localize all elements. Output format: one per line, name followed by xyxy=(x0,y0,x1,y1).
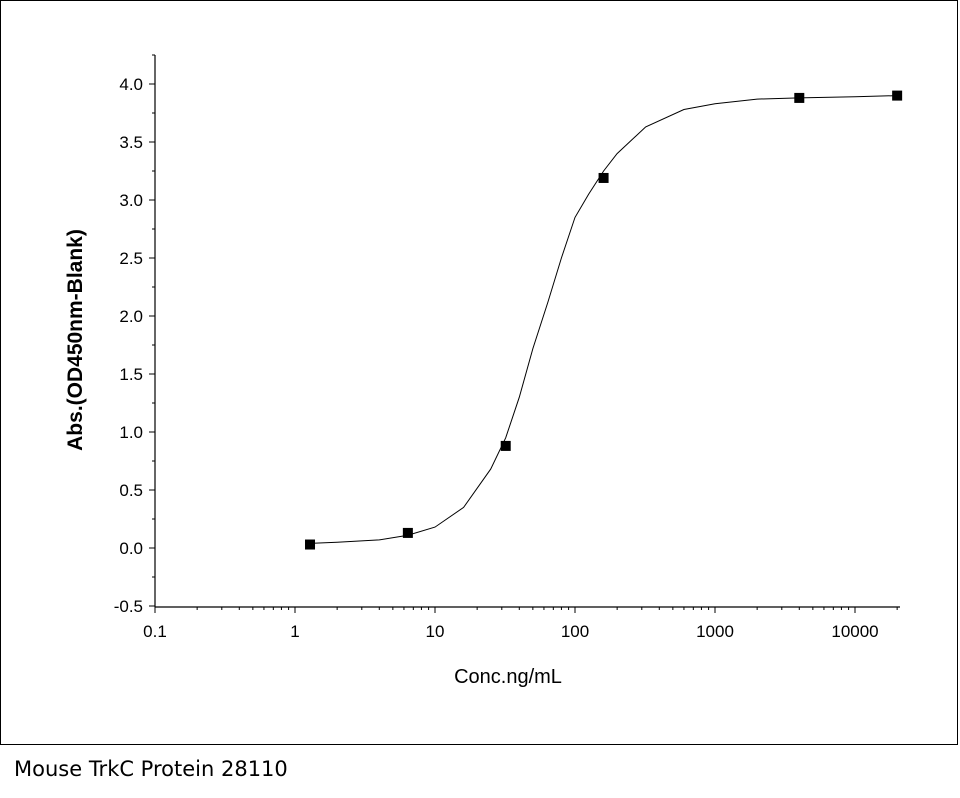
y-tick-label: 1.5 xyxy=(119,365,143,384)
x-tick-label: 0.1 xyxy=(143,622,167,641)
x-tick-label: 1000 xyxy=(696,622,734,641)
data-point xyxy=(305,539,316,550)
axes xyxy=(154,55,900,608)
x-tick-label: 1 xyxy=(290,622,299,641)
y-tick-label: 4.0 xyxy=(119,75,143,94)
y-tick-label: 0.0 xyxy=(119,539,143,558)
fit-curve-line xyxy=(309,95,898,544)
data-point xyxy=(500,440,511,451)
y-tick-label: 1.0 xyxy=(119,423,143,442)
y-tick-label: -0.5 xyxy=(114,597,143,616)
figure-frame xyxy=(0,0,958,745)
y-tick-label: 0.5 xyxy=(119,481,143,500)
y-tick-label: 3.0 xyxy=(119,191,143,210)
x-tick-label: 100 xyxy=(561,622,589,641)
x-axis-label: Conc.ng/mL xyxy=(454,666,562,688)
x-tick-label: 10000 xyxy=(831,622,878,641)
y-tick-label: 3.5 xyxy=(119,133,143,152)
chart: -0.5 0.0 0.5 1.0 1.5 2.0 2.5 3.0 3.5 4.0 0.1 1 10 100… xyxy=(64,54,903,688)
y-axis-label: Abs.(OD450nm-Blank) xyxy=(64,229,87,451)
data-point xyxy=(794,92,805,103)
y-tick-label: 2.0 xyxy=(119,307,143,326)
figure-caption: Mouse TrkC Protein 28110 xyxy=(14,757,288,781)
data-point xyxy=(892,90,903,101)
tick-group: -0.5 0.0 0.5 1.0 1.5 2.0 2.5 3.0 3.5 4.0 0.1 1 10 100… xyxy=(114,54,898,641)
plot-area xyxy=(305,90,903,550)
data-point xyxy=(598,172,609,183)
data-point xyxy=(402,527,413,538)
x-tick-label: 10 xyxy=(426,622,445,641)
y-tick-label: 2.5 xyxy=(119,249,143,268)
